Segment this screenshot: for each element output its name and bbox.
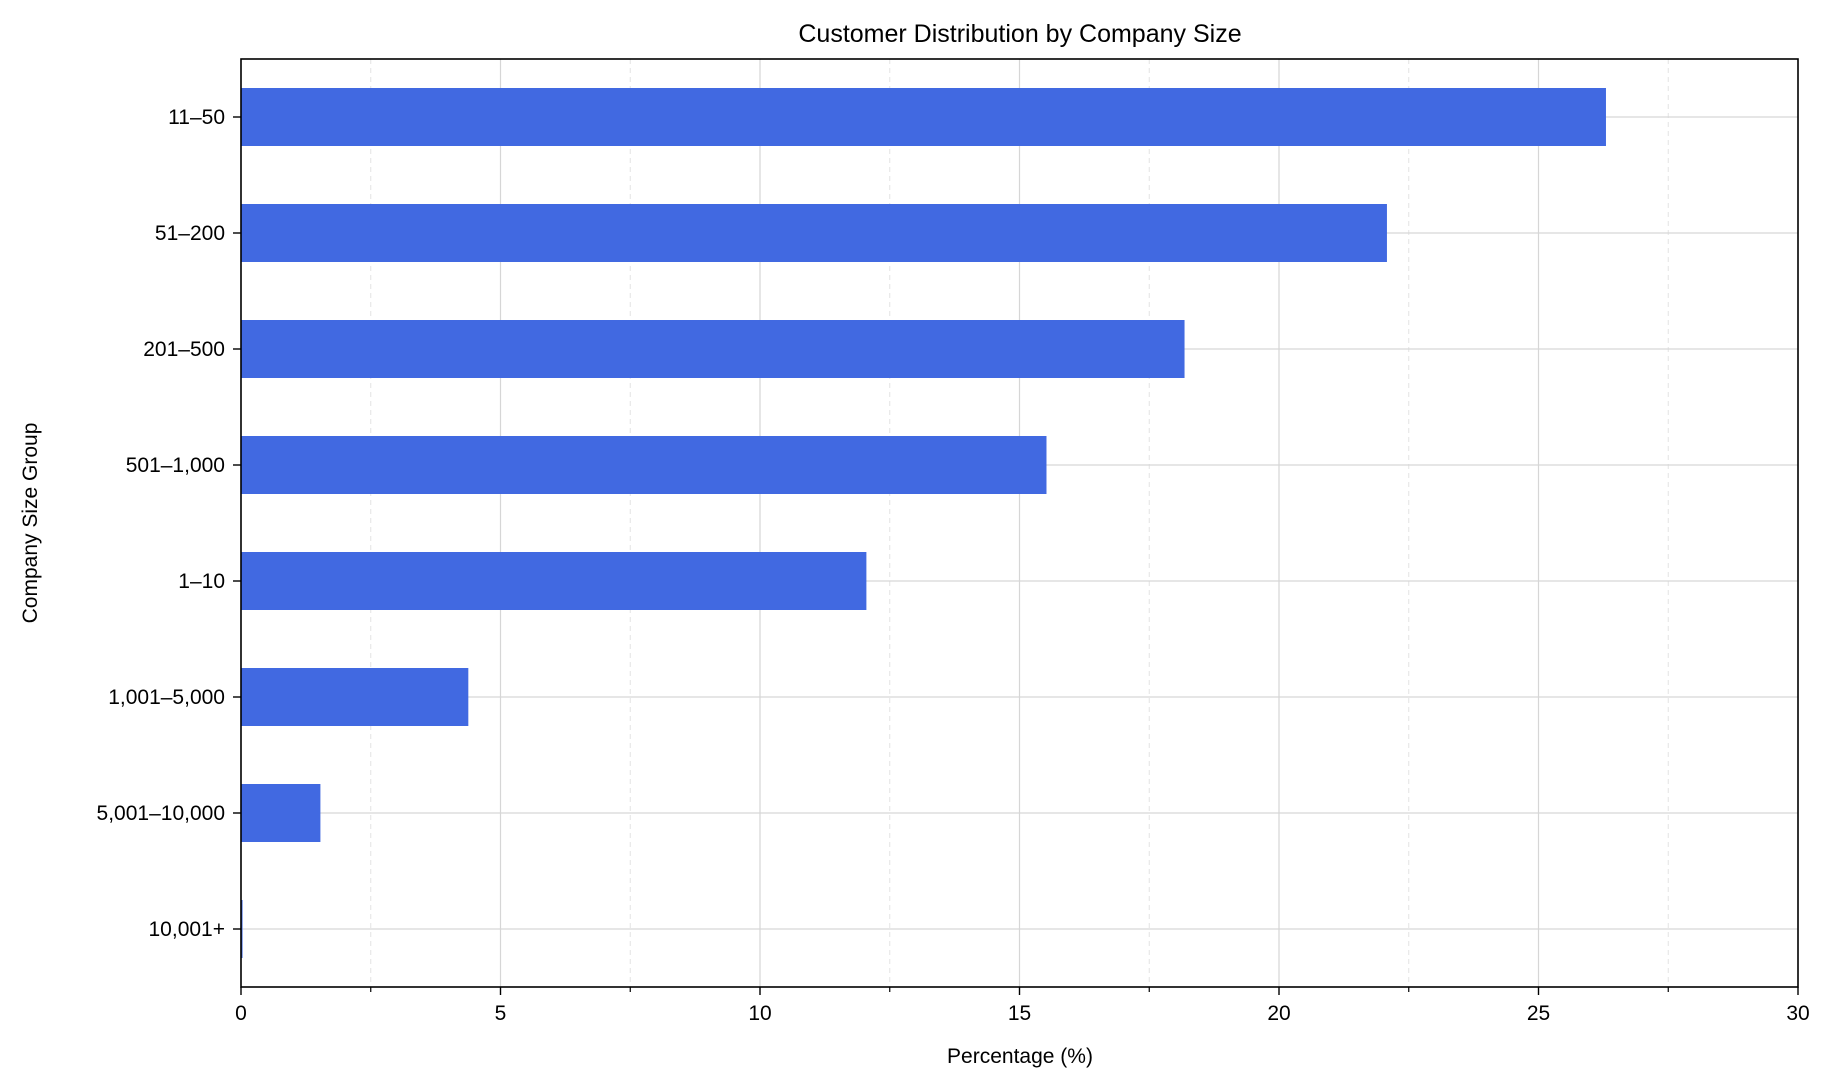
x-tick-label: 20 [1267,1002,1290,1025]
x-tick-label: 0 [235,1002,247,1025]
x-tick-label: 15 [1008,1002,1031,1025]
y-tick-label: 1,001–5,000 [108,686,225,709]
bar [241,668,469,726]
x-axis-label: Percentage (%) [947,1045,1093,1068]
bars [241,88,1606,958]
x-axis: 0 5 10 15 20 25 30 [235,987,1810,1025]
y-tick-label: 1–10 [178,570,225,593]
grid [240,59,1799,987]
x-tick-label: 25 [1527,1002,1550,1025]
x-tick-label: 30 [1786,1002,1809,1025]
bar [241,552,867,610]
x-tick-label: 10 [748,1002,771,1025]
y-tick-label: 10,001+ [149,918,226,941]
y-tick-label: 11–50 [168,106,225,129]
y-axis-label: Company Size Group [19,423,42,624]
chart-title: Customer Distribution by Company Size [798,20,1241,48]
y-tick-label: 501–1,000 [126,454,225,477]
x-tick-label: 5 [495,1002,507,1025]
y-tick-label: 201–500 [143,338,225,361]
y-tick-label: 51–200 [155,222,225,245]
y-axis: 11–50 51–200 201–500 501–1,000 1–10 1,001–5,0… [97,106,241,941]
bar [241,320,1185,378]
bar [241,784,321,842]
bar [241,204,1387,262]
y-tick-label: 5,001–10,000 [97,802,225,825]
bar [241,88,1606,146]
bar [241,436,1047,494]
